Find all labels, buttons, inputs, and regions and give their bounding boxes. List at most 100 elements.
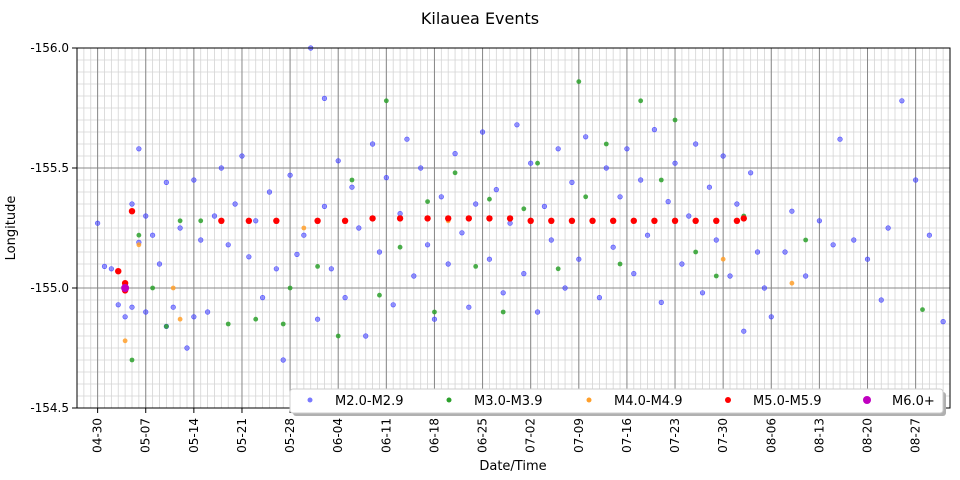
data-point xyxy=(527,217,534,224)
data-point xyxy=(603,141,609,147)
data-point xyxy=(576,256,582,262)
data-point xyxy=(177,218,183,224)
x-tick-label: 08-27 xyxy=(909,418,923,453)
data-point xyxy=(115,302,121,308)
data-point xyxy=(521,271,527,277)
data-point xyxy=(693,141,699,147)
data-point xyxy=(341,217,349,224)
data-point xyxy=(108,266,114,272)
data-point xyxy=(129,304,135,310)
data-point xyxy=(184,345,190,351)
data-point xyxy=(170,285,176,291)
data-point xyxy=(129,357,135,363)
data-point xyxy=(431,316,438,322)
data-point xyxy=(741,328,747,334)
data-point xyxy=(816,218,822,224)
data-point xyxy=(376,249,383,255)
data-point xyxy=(487,196,492,202)
data-point xyxy=(679,261,685,267)
data-point xyxy=(535,160,540,166)
data-point xyxy=(425,199,430,205)
data-point xyxy=(253,218,259,224)
legend-marker xyxy=(863,396,871,404)
data-point xyxy=(335,158,341,164)
x-tick-label: 05-14 xyxy=(187,418,201,453)
y-tick-label: -154.5 xyxy=(30,401,69,415)
data-point xyxy=(128,208,136,215)
x-tick-label: 08-13 xyxy=(812,418,826,453)
x-tick-label: 07-23 xyxy=(668,418,682,453)
data-point xyxy=(396,215,404,222)
x-tick-label: 04-30 xyxy=(91,418,105,453)
data-point xyxy=(122,314,128,320)
data-point xyxy=(720,256,726,262)
data-point xyxy=(692,217,699,224)
data-point xyxy=(225,321,231,327)
data-point xyxy=(473,201,479,207)
data-point xyxy=(617,261,623,267)
data-point xyxy=(452,151,458,157)
data-point xyxy=(830,242,836,248)
data-point xyxy=(163,179,169,185)
data-point xyxy=(143,309,149,315)
data-point xyxy=(273,266,279,272)
data-point xyxy=(672,160,678,166)
data-point xyxy=(555,146,561,152)
data-point xyxy=(122,338,128,344)
data-point xyxy=(479,129,486,135)
data-point xyxy=(163,324,169,329)
data-point xyxy=(150,285,156,291)
data-point xyxy=(246,254,252,260)
data-point xyxy=(115,268,122,275)
data-point xyxy=(754,249,761,255)
data-point xyxy=(321,203,328,209)
data-point xyxy=(411,273,417,279)
data-point xyxy=(500,290,506,296)
data-point xyxy=(555,266,561,272)
data-point xyxy=(444,215,452,222)
data-point xyxy=(789,208,795,214)
data-point xyxy=(644,232,651,238)
data-point xyxy=(328,266,334,272)
data-point xyxy=(259,295,266,301)
data-point xyxy=(424,215,431,222)
data-point xyxy=(913,177,919,183)
data-point xyxy=(713,273,719,279)
x-tick-label: 06-18 xyxy=(427,418,441,453)
data-point xyxy=(335,333,341,339)
x-tick-label: 08-06 xyxy=(764,418,778,453)
data-point xyxy=(418,165,424,171)
data-point xyxy=(356,225,362,231)
data-point xyxy=(583,134,589,140)
x-tick-label: 05-07 xyxy=(139,418,153,453)
data-point xyxy=(493,187,499,193)
data-point xyxy=(631,271,637,277)
data-point xyxy=(899,98,905,104)
data-point xyxy=(486,215,493,222)
data-point xyxy=(534,309,541,315)
x-tick-label: 08-20 xyxy=(861,418,875,453)
data-point xyxy=(720,153,726,159)
legend-label: M5.0-M5.9 xyxy=(753,394,821,409)
data-point xyxy=(349,184,355,190)
data-point xyxy=(459,230,465,236)
data-point xyxy=(266,189,273,195)
data-point xyxy=(301,225,307,231)
x-axis-title: Date/Time xyxy=(479,459,546,474)
data-point xyxy=(129,201,135,207)
data-point xyxy=(466,304,472,310)
data-point xyxy=(397,244,403,250)
data-point xyxy=(383,175,389,181)
data-point xyxy=(878,297,884,303)
data-point xyxy=(287,172,293,178)
data-point xyxy=(562,285,568,291)
data-point xyxy=(885,225,891,231)
data-point xyxy=(528,160,534,166)
data-point xyxy=(713,217,720,224)
data-point xyxy=(596,295,603,301)
data-point xyxy=(803,273,809,279)
legend-marker xyxy=(307,397,313,403)
chart-title: Kilauea Events xyxy=(421,9,539,28)
data-point xyxy=(177,225,183,231)
